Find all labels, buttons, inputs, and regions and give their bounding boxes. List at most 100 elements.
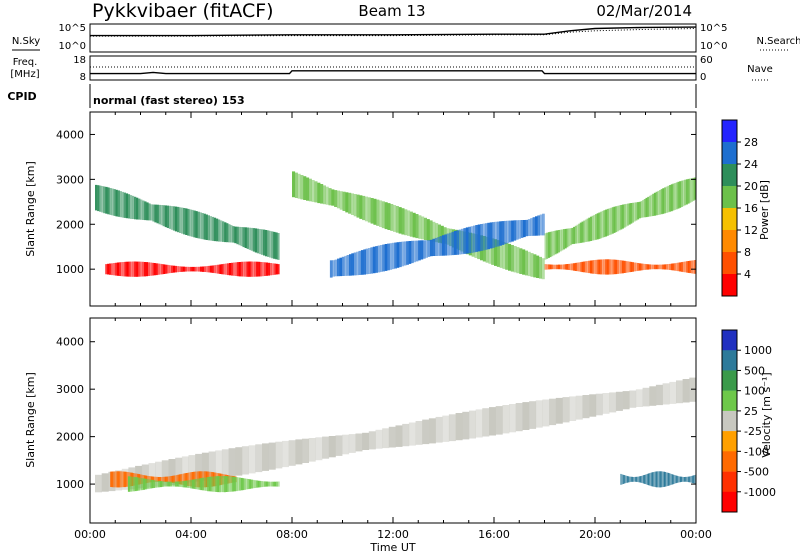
echo-cell <box>152 476 154 483</box>
echo-cell <box>678 476 680 483</box>
echo-cell <box>143 262 147 277</box>
echo-cell <box>167 476 170 483</box>
echo-cell <box>173 475 175 484</box>
echo-cell <box>644 474 646 484</box>
echo-cell <box>271 263 274 276</box>
echo-cell <box>648 473 650 486</box>
station-title: Pykkvibaer (fitACF) <box>92 0 274 22</box>
echo-cell <box>519 248 523 274</box>
echo-cell <box>188 266 191 272</box>
echo-cell <box>308 178 312 202</box>
echo-cell <box>549 231 552 258</box>
echo-cell <box>487 222 490 250</box>
echo-cell <box>242 227 245 248</box>
time-x-label: Time UT <box>369 541 415 554</box>
echo-cell <box>412 212 416 238</box>
echo-cell <box>683 477 685 482</box>
echo-cell <box>532 217 536 236</box>
echo-cell <box>642 200 645 218</box>
echo-cell <box>276 481 278 487</box>
echo-cell <box>679 476 681 483</box>
echo-cell <box>516 247 520 274</box>
echo-cell <box>692 260 695 274</box>
echo-cell <box>220 476 223 493</box>
x-tick-label: 16:00 <box>478 528 510 541</box>
echo-cell <box>217 264 220 274</box>
colorbar-tick-label: 100 <box>744 385 765 398</box>
power-colorbar: 4 8 12 16 20 24 28 <box>721 119 758 297</box>
echo-cell <box>649 386 657 406</box>
echo-cell <box>308 438 316 462</box>
echo-cell <box>640 263 643 271</box>
echo-cell <box>591 260 594 274</box>
echo-cell <box>408 422 416 446</box>
echo-cell <box>605 259 608 275</box>
echo-cell <box>623 204 626 228</box>
echo-cell <box>635 262 638 272</box>
echo-cell <box>164 476 167 482</box>
echo-cell <box>269 263 272 276</box>
colorbar-segment <box>722 390 737 412</box>
echo-cell <box>199 212 202 239</box>
echo-cell <box>328 436 336 458</box>
echo-cell <box>325 186 329 205</box>
echo-cell <box>239 477 241 491</box>
echo-cell <box>630 261 633 272</box>
echo-cell <box>275 441 283 469</box>
echo-cell <box>664 187 666 214</box>
echo-cell <box>148 463 156 488</box>
echo-cell <box>505 242 509 270</box>
echo-cell <box>425 240 428 258</box>
echo-cell <box>269 481 272 487</box>
echo-cell <box>232 262 236 276</box>
echo-cell <box>659 190 661 215</box>
echo-cell <box>694 475 696 484</box>
echo-cell <box>461 228 464 255</box>
echo-cell <box>624 475 626 484</box>
colorbar-tick-label: 12 <box>744 224 758 237</box>
noise-panel: N.Sky 10^5 10^0 10^5 10^0 N.Search <box>12 23 800 53</box>
echo-cell <box>224 222 227 243</box>
echo-cell <box>551 231 554 257</box>
colorbar-frame <box>721 329 738 513</box>
colorbar-tick-label: 4 <box>744 268 751 281</box>
echo-cell <box>522 249 526 275</box>
echo-cell <box>618 260 621 274</box>
echo-cell <box>215 476 218 492</box>
echo-cell <box>621 260 624 274</box>
echo-cell <box>248 445 256 474</box>
echo-cell <box>170 476 173 483</box>
echo-cell <box>669 473 671 486</box>
echo-cell <box>158 204 161 225</box>
echo-cell <box>536 255 540 278</box>
echo-cell <box>156 476 159 482</box>
echo-cell <box>234 262 238 276</box>
echo-cell <box>342 191 346 211</box>
echo-cell <box>655 191 658 216</box>
echo-cell <box>573 263 576 271</box>
echo-cell <box>468 226 471 254</box>
echo-cell <box>407 210 411 236</box>
echo-cell <box>535 400 543 428</box>
echo-cell <box>453 231 457 255</box>
echo-cell <box>575 395 583 420</box>
colorbar-tick-label: 28 <box>744 136 758 149</box>
echo-cell <box>562 397 570 423</box>
echo-cell <box>586 218 589 242</box>
echo-cell <box>341 256 345 276</box>
echo-cell <box>196 266 199 272</box>
echo-cell <box>421 216 425 240</box>
echo-cell <box>245 478 248 490</box>
echo-cell <box>546 264 549 270</box>
echo-cell <box>203 213 206 240</box>
echo-cell <box>159 263 162 275</box>
echo-cell <box>502 242 506 269</box>
echo-cell <box>118 471 121 488</box>
echo-cell <box>653 472 655 487</box>
echo-cell <box>510 245 514 272</box>
echo-cell <box>578 223 581 244</box>
echo-cell <box>150 476 153 483</box>
echo-cell <box>205 266 208 273</box>
echo-cell <box>579 262 582 272</box>
echo-cell <box>375 246 378 273</box>
